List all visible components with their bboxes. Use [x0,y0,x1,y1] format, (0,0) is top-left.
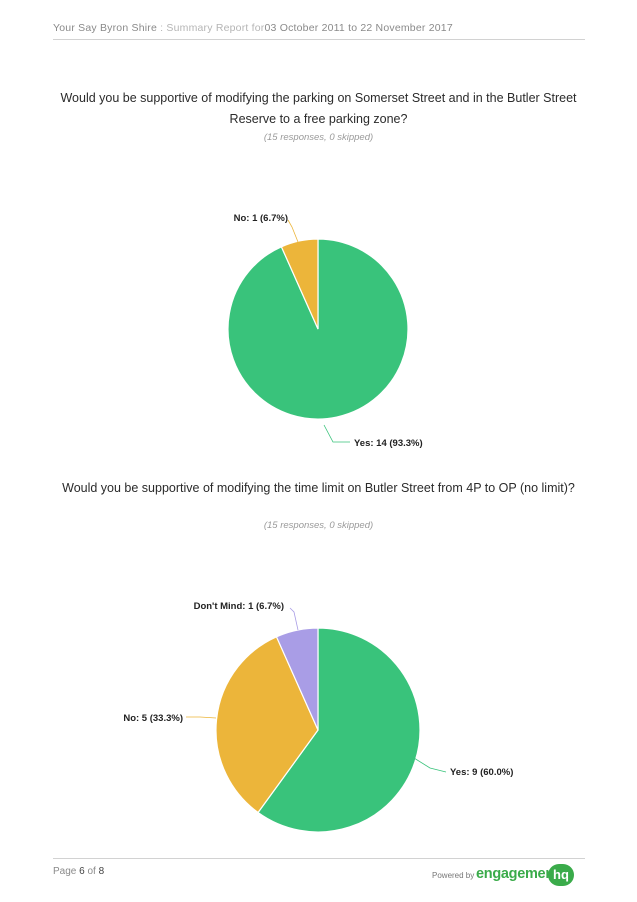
leader-line-yes [323,424,350,443]
pie-chart-1: Yes: 14 (93.3%) No: 1 (6.7%) [227,213,423,449]
data-label-yes: Yes: 14 (93.3%) [354,438,423,449]
site-name: Your Say Byron Shire [53,22,158,34]
page-number: Page 6 of 8 [53,866,104,877]
leader-line-no [287,219,299,243]
report-header: Your Say Byron Shire : Summary Report fo… [53,22,585,34]
page-total: 8 [98,866,105,877]
question-1-responses: (15 responses, 0 skipped) [263,132,374,143]
page-current: 6 [79,866,85,877]
brand-name: engagement [476,866,559,882]
report-prefix: Summary Report for [166,22,265,34]
leader-line-don-t-mind [289,607,299,631]
powered-by-logo: Powered by engagement hq [432,864,577,886]
question-2-responses: (15 responses, 0 skipped) [263,520,374,531]
pie-slice-no [215,636,319,814]
pie-chart-2: Yes: 9 (60.0%) No: 5 (33.3%) Don't Mind: 1… [123,601,513,833]
leader-line-yes [413,757,447,773]
header-divider [53,39,585,40]
page-of: of [84,866,99,877]
data-label-yes: Yes: 9 (60.0%) [450,767,513,778]
pie-slice-don-t-mind [275,627,319,731]
leader-line-no [186,716,217,719]
pie-slice-yes [257,627,421,833]
data-label-don-t-mind: Don't Mind: 1 (6.7%) [194,601,284,612]
footer-divider [53,858,585,859]
pie-slice-no [280,238,319,330]
question-2-title: Would you be supportive of modifying the… [62,481,575,495]
header-separator: : [157,22,167,34]
report-date-range: 03 October 2011 to 22 November 2017 [264,22,453,34]
question-1-title: Would you be supportive of modifying the… [60,91,577,126]
powered-by-text: Powered by [432,871,475,880]
data-label-no: No: 1 (6.7%) [234,213,288,224]
brand-hq-badge: hq [548,864,574,886]
page-prefix: Page [53,866,80,877]
data-label-no: No: 5 (33.3%) [123,713,183,724]
